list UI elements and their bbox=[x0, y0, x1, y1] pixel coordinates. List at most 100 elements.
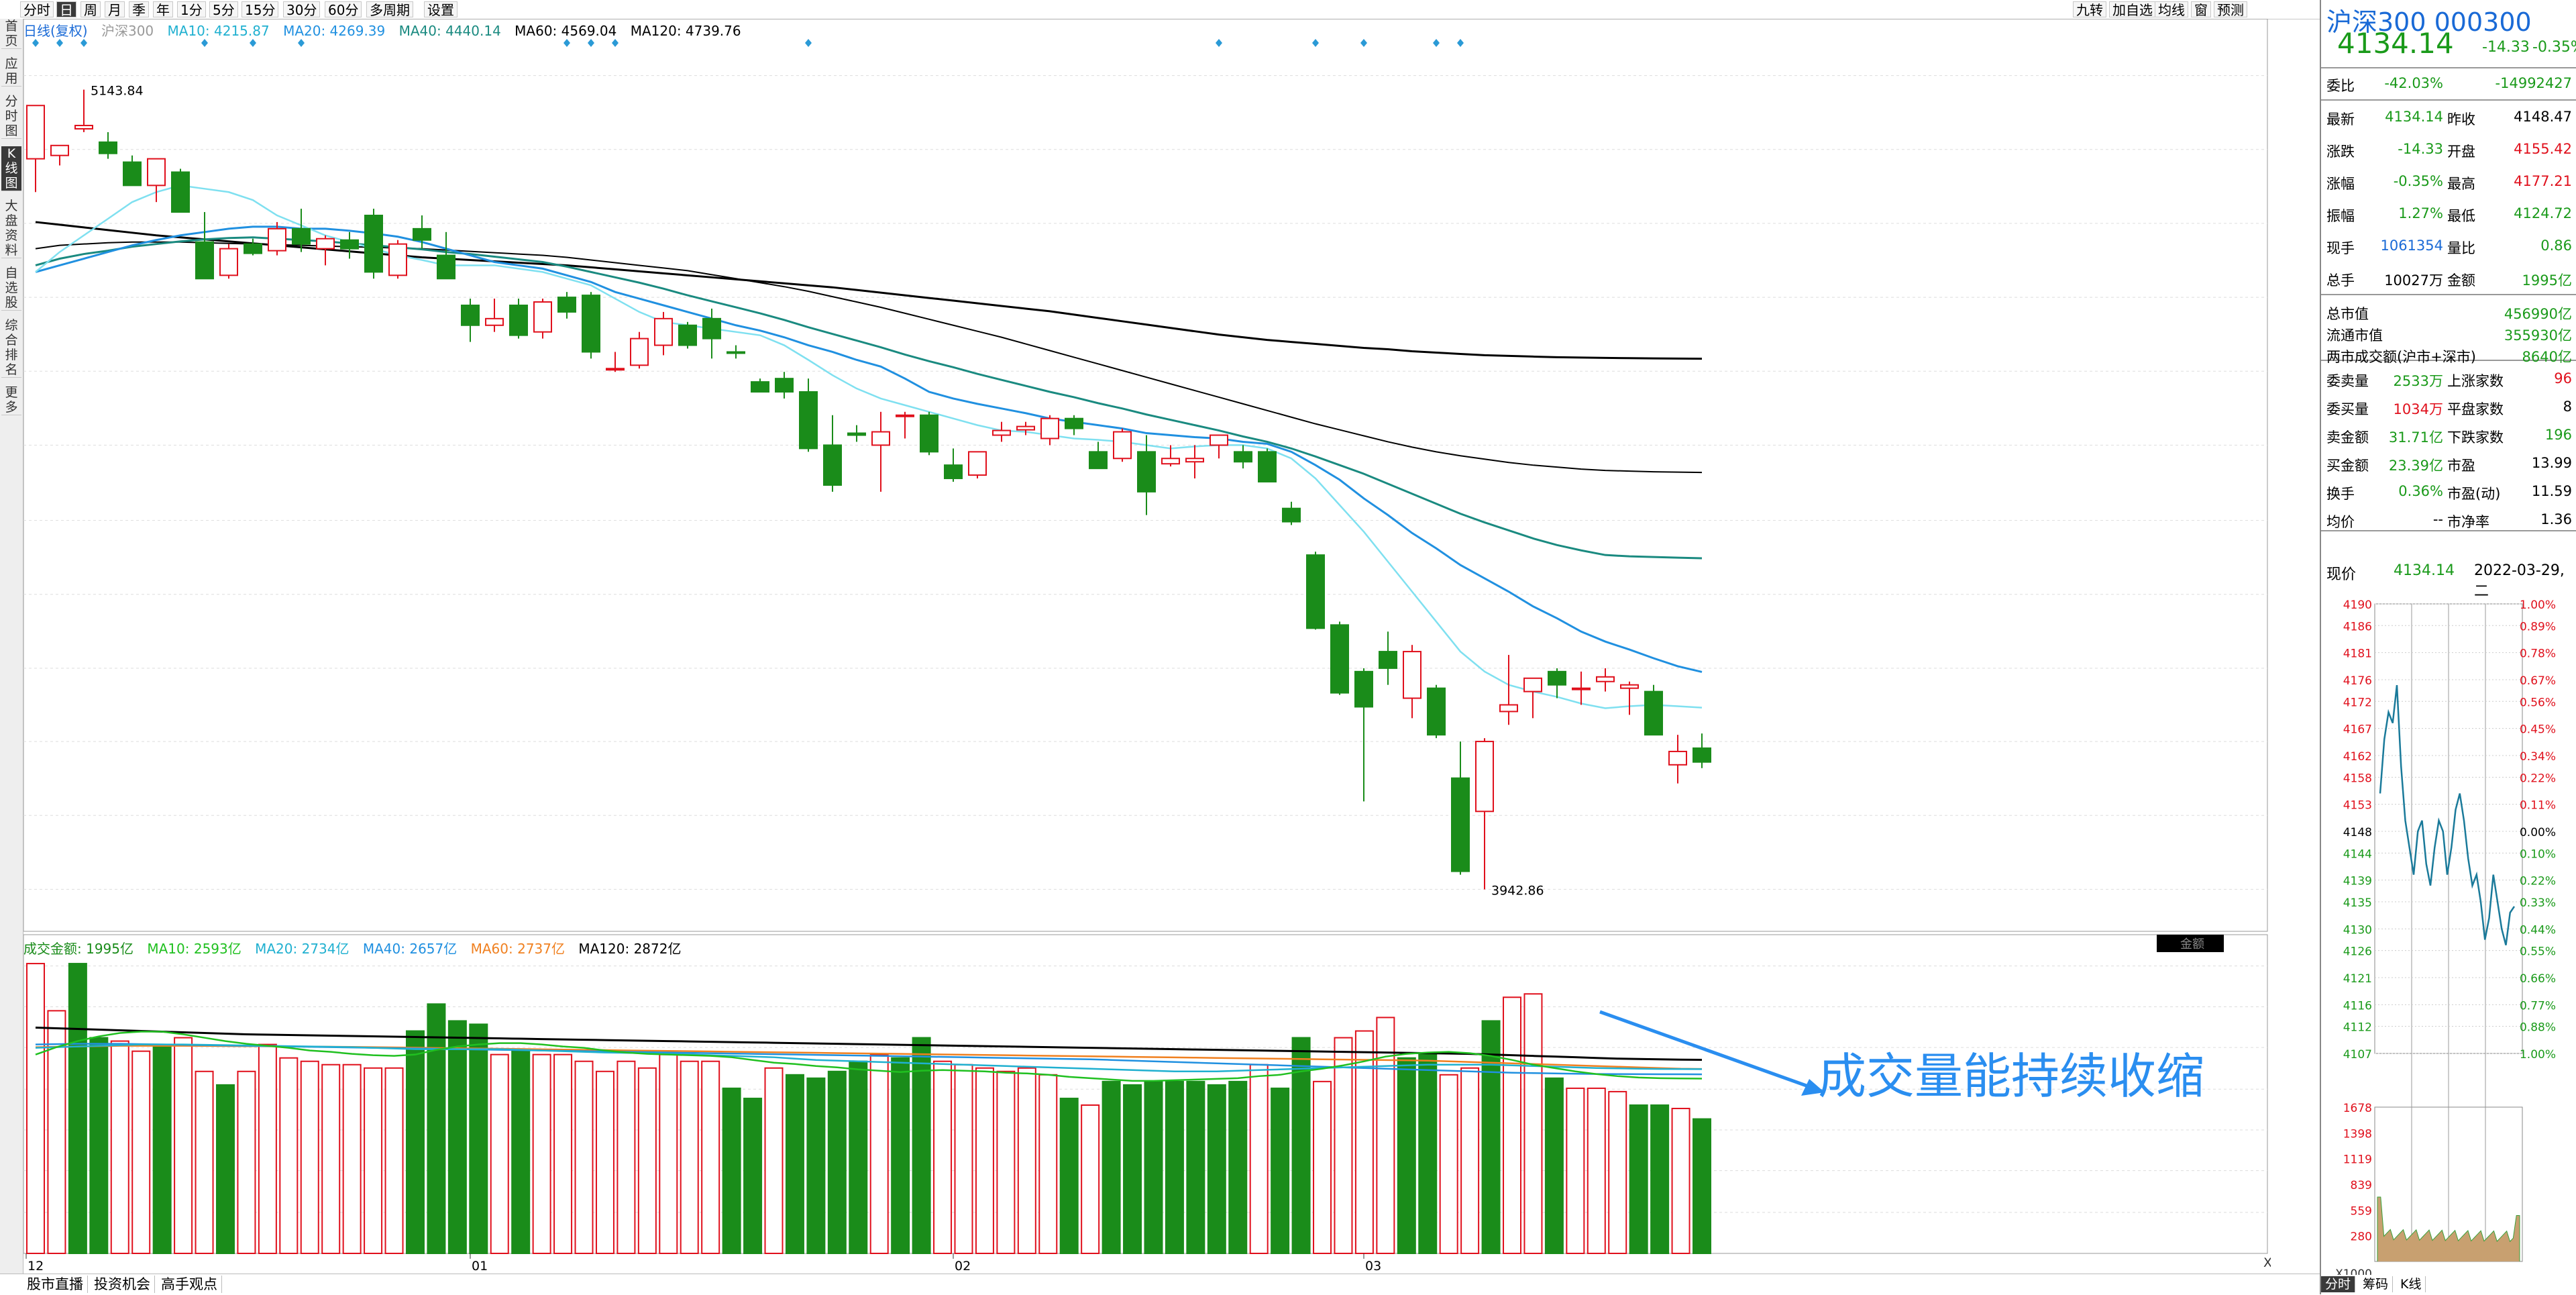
period-tab[interactable]: 季 bbox=[129, 1, 149, 18]
volume-bar[interactable] bbox=[1439, 1074, 1458, 1254]
volume-bar[interactable] bbox=[1102, 1080, 1121, 1254]
candle-body[interactable] bbox=[195, 241, 214, 280]
volume-bar[interactable] bbox=[47, 1010, 66, 1255]
candle-body[interactable] bbox=[485, 317, 504, 326]
volume-bar[interactable] bbox=[321, 1064, 341, 1254]
candle-body[interactable] bbox=[99, 141, 117, 154]
candle-body[interactable] bbox=[1065, 417, 1083, 429]
volume-bar[interactable] bbox=[511, 1050, 531, 1255]
candle-body[interactable] bbox=[50, 144, 69, 156]
event-marker[interactable] bbox=[32, 39, 39, 47]
period-tab[interactable]: 设置 bbox=[424, 1, 458, 18]
volume-bar[interactable] bbox=[258, 1043, 277, 1254]
candle-body[interactable] bbox=[1354, 670, 1373, 708]
volume-bar[interactable] bbox=[364, 1067, 383, 1254]
period-tab[interactable]: 多周期 bbox=[366, 1, 413, 18]
volume-bar[interactable] bbox=[954, 1064, 973, 1254]
candle-body[interactable] bbox=[1620, 684, 1639, 689]
candle-body[interactable] bbox=[219, 248, 238, 276]
candle-body[interactable] bbox=[823, 444, 842, 486]
event-marker[interactable] bbox=[1360, 39, 1367, 47]
volume-bar[interactable] bbox=[996, 1070, 1016, 1254]
candle-body[interactable] bbox=[1451, 777, 1470, 872]
period-tab[interactable]: 周 bbox=[80, 1, 101, 18]
period-tab[interactable]: 15分 bbox=[241, 1, 279, 18]
candle-body[interactable] bbox=[509, 304, 528, 336]
volume-bar[interactable] bbox=[1249, 1064, 1269, 1254]
candle-body[interactable] bbox=[437, 254, 455, 280]
candle-body[interactable] bbox=[123, 161, 142, 187]
volume-bar[interactable] bbox=[1059, 1097, 1079, 1255]
candle-body[interactable] bbox=[1306, 554, 1325, 629]
event-marker[interactable] bbox=[1457, 39, 1464, 47]
volume-bar[interactable] bbox=[764, 1067, 784, 1254]
volume-bar[interactable] bbox=[1650, 1104, 1670, 1254]
volume-bar[interactable] bbox=[279, 1057, 299, 1255]
candle-body[interactable] bbox=[1089, 451, 1108, 470]
candle-body[interactable] bbox=[26, 105, 45, 160]
volume-bar[interactable] bbox=[1123, 1084, 1142, 1254]
candle-body[interactable] bbox=[1258, 451, 1277, 482]
volume-bar[interactable] bbox=[574, 1060, 594, 1255]
volume-bar[interactable] bbox=[785, 1074, 804, 1254]
candle-body[interactable] bbox=[1137, 451, 1156, 493]
candle-body[interactable] bbox=[1572, 687, 1591, 690]
candle-body[interactable] bbox=[74, 125, 93, 130]
volume-bar[interactable] bbox=[1523, 993, 1543, 1254]
period-tab[interactable]: 分时 bbox=[20, 1, 54, 18]
candle-body[interactable] bbox=[1040, 417, 1059, 439]
volume-bar[interactable] bbox=[490, 1053, 509, 1255]
volume-bar[interactable] bbox=[427, 1003, 446, 1255]
right-tab[interactable]: 筹码 bbox=[2359, 1276, 2394, 1292]
event-marker[interactable] bbox=[56, 39, 63, 47]
volume-bar[interactable] bbox=[891, 1057, 910, 1255]
candle-body[interactable] bbox=[1523, 677, 1542, 692]
volume-bar[interactable] bbox=[680, 1060, 699, 1255]
sidebar-item[interactable]: K线图 bbox=[1, 146, 21, 191]
volume-dropdown[interactable] bbox=[2157, 935, 2224, 952]
tool-button[interactable]: 九转 bbox=[2073, 1, 2106, 18]
candle-body[interactable] bbox=[268, 227, 286, 252]
right-tab[interactable]: K线 bbox=[2396, 1276, 2426, 1292]
volume-bar[interactable] bbox=[595, 1070, 614, 1254]
candle-body[interactable] bbox=[316, 238, 335, 250]
volume-bar[interactable] bbox=[26, 963, 45, 1255]
candle-body[interactable] bbox=[920, 414, 938, 453]
sidebar-item[interactable]: 综合排名 bbox=[1, 318, 21, 378]
candle-body[interactable] bbox=[1016, 425, 1035, 431]
volume-bar[interactable] bbox=[1228, 1080, 1248, 1254]
bottom-tab[interactable]: 投资机会 bbox=[90, 1276, 155, 1293]
volume-bar[interactable] bbox=[110, 1040, 129, 1254]
volume-bar[interactable] bbox=[975, 1067, 994, 1254]
volume-bar[interactable] bbox=[1017, 1067, 1036, 1254]
candle-body[interactable] bbox=[1475, 741, 1494, 813]
volume-bar[interactable] bbox=[237, 1070, 256, 1254]
candle-body[interactable] bbox=[654, 317, 673, 346]
tool-button[interactable]: 窗 bbox=[2191, 1, 2211, 18]
candle-body[interactable] bbox=[1234, 451, 1252, 463]
volume-bar[interactable] bbox=[1608, 1090, 1627, 1255]
volume-bar[interactable] bbox=[722, 1087, 741, 1255]
tool-button[interactable]: 预测 bbox=[2214, 1, 2247, 18]
volume-bar[interactable] bbox=[701, 1060, 720, 1255]
volume-bar[interactable] bbox=[68, 963, 87, 1255]
volume-bar[interactable] bbox=[152, 1043, 172, 1254]
candle-body[interactable] bbox=[364, 215, 383, 273]
candle-body[interactable] bbox=[1161, 458, 1180, 465]
candle-body[interactable] bbox=[702, 317, 721, 340]
candle-body[interactable] bbox=[388, 243, 407, 276]
volume-bar[interactable] bbox=[806, 1077, 826, 1254]
candle-body[interactable] bbox=[244, 243, 262, 254]
period-tab[interactable]: 1分 bbox=[177, 1, 206, 18]
volume-bar[interactable] bbox=[447, 1020, 467, 1254]
candle-body[interactable] bbox=[968, 451, 987, 476]
candle-body[interactable] bbox=[292, 227, 311, 245]
candle-body[interactable] bbox=[678, 324, 697, 346]
sidebar-item[interactable]: 分时图 bbox=[1, 94, 21, 139]
event-marker[interactable] bbox=[250, 39, 256, 47]
volume-bar[interactable] bbox=[637, 1067, 657, 1254]
volume-bar[interactable] bbox=[1481, 1020, 1501, 1254]
volume-bar[interactable] bbox=[1566, 1087, 1585, 1255]
candle-body[interactable] bbox=[847, 432, 866, 436]
event-marker[interactable] bbox=[298, 39, 305, 47]
